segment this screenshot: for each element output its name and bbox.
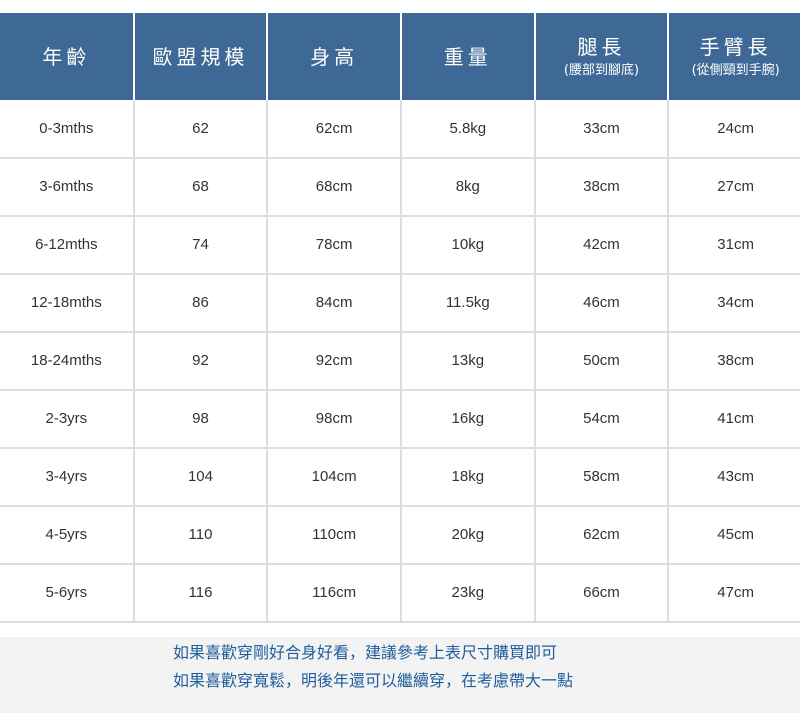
table-cell: 86 — [132, 274, 268, 333]
column-header-label: 重量 — [443, 44, 492, 69]
column-header-sublabel: (從側頸到手腕) — [691, 62, 780, 78]
table-cell: 116cm — [266, 564, 401, 623]
table-cell: 62cm — [266, 100, 401, 159]
column-header: 年齡 — [0, 13, 134, 100]
table-cell: 2-3yrs — [0, 390, 134, 449]
table-cell: 47cm — [667, 564, 800, 623]
column-header-label: 歐盟規模 — [152, 44, 249, 69]
table-cell: 34cm — [667, 274, 800, 333]
table-cell: 13kg — [399, 332, 535, 391]
table-cell: 5-6yrs — [0, 564, 134, 623]
table-header-row: 年齡 歐盟規模 身高 重量 腿長 (腰部到腳底) 手臂長 (從側頸到手腕) — [0, 13, 800, 100]
column-header: 歐盟規模 — [132, 13, 268, 100]
table-cell: 24cm — [667, 100, 800, 159]
table-cell: 110cm — [266, 506, 401, 565]
table-cell: 41cm — [667, 390, 800, 449]
table-cell: 18kg — [399, 448, 535, 507]
table-cell: 8kg — [399, 158, 535, 217]
table-cell: 6-12mths — [0, 216, 134, 275]
table-cell: 74 — [132, 216, 268, 275]
table-cell: 20kg — [399, 506, 535, 565]
table-cell: 54cm — [533, 390, 669, 449]
table-cell: 42cm — [533, 216, 669, 275]
table-cell: 98cm — [266, 390, 401, 449]
table-cell: 98 — [132, 390, 268, 449]
table-cell: 92cm — [266, 332, 401, 391]
table-cell: 78cm — [266, 216, 401, 275]
column-header-label: 手臂長 — [699, 34, 772, 59]
table-cell: 46cm — [533, 274, 669, 333]
table-cell: 66cm — [533, 564, 669, 623]
column-header-label: 腿長 — [577, 34, 626, 59]
column-header-label: 年齡 — [42, 44, 91, 69]
table-row: 12-18mths 86 84cm 11.5kg 46cm 34cm — [0, 274, 800, 333]
table-row: 0-3mths 62 62cm 5.8kg 33cm 24cm — [0, 100, 800, 159]
table-row: 3-4yrs 104 104cm 18kg 58cm 43cm — [0, 448, 800, 507]
table-cell: 84cm — [266, 274, 401, 333]
size-chart-table: 年齡 歐盟規模 身高 重量 腿長 (腰部到腳底) 手臂長 (從側頸到手腕) 0-3mths 62… — [0, 13, 800, 623]
table-cell: 50cm — [533, 332, 669, 391]
table-row: 6-12mths 74 78cm 10kg 42cm 31cm — [0, 216, 800, 275]
column-header-label: 身高 — [310, 44, 359, 69]
table-row: 5-6yrs 116 116cm 23kg 66cm 47cm — [0, 564, 800, 623]
column-header: 腿長 (腰部到腳底) — [533, 13, 669, 100]
table-cell: 31cm — [667, 216, 800, 275]
table-row: 3-6mths 68 68cm 8kg 38cm 27cm — [0, 158, 800, 217]
table-cell: 16kg — [399, 390, 535, 449]
footer-line-1: 如果喜歡穿剛好合身好看，建議參考上表尺寸購買即可 — [173, 643, 558, 662]
table-cell: 0-3mths — [0, 100, 134, 159]
table-cell: 38cm — [667, 332, 800, 391]
table-cell: 10kg — [399, 216, 535, 275]
table-cell: 33cm — [533, 100, 669, 159]
column-header: 身高 — [266, 13, 401, 100]
table-cell: 11.5kg — [399, 274, 535, 333]
table-cell: 23kg — [399, 564, 535, 623]
table-cell: 3-4yrs — [0, 448, 134, 507]
table-cell: 110 — [132, 506, 268, 565]
table-row: 2-3yrs 98 98cm 16kg 54cm 41cm — [0, 390, 800, 449]
column-header: 重量 — [399, 13, 535, 100]
footer-note: 如果喜歡穿剛好合身好看，建議參考上表尺寸購買即可 如果喜歡穿寬鬆，明後年還可以繼… — [0, 637, 800, 713]
table-cell: 12-18mths — [0, 274, 134, 333]
table-cell: 38cm — [533, 158, 669, 217]
footer-line-2: 如果喜歡穿寬鬆，明後年還可以繼續穿，在考慮帶大一點 — [173, 671, 574, 690]
column-header-sublabel: (腰部到腳底) — [563, 62, 640, 78]
table-cell: 92 — [132, 332, 268, 391]
table-cell: 104cm — [266, 448, 401, 507]
table-cell: 27cm — [667, 158, 800, 217]
table-cell: 62cm — [533, 506, 669, 565]
table-row: 18-24mths 92 92cm 13kg 50cm 38cm — [0, 332, 800, 391]
column-header: 手臂長 (從側頸到手腕) — [667, 13, 800, 100]
table-cell: 4-5yrs — [0, 506, 134, 565]
table-row: 4-5yrs 110 110cm 20kg 62cm 45cm — [0, 506, 800, 565]
table-cell: 58cm — [533, 448, 669, 507]
table-cell: 45cm — [667, 506, 800, 565]
table-cell: 62 — [132, 100, 268, 159]
table-cell: 104 — [132, 448, 268, 507]
table-cell: 3-6mths — [0, 158, 134, 217]
table-cell: 68 — [132, 158, 268, 217]
table-container: 年齡 歐盟規模 身高 重量 腿長 (腰部到腳底) 手臂長 (從側頸到手腕) 0-3mths 62… — [0, 13, 800, 623]
table-cell: 18-24mths — [0, 332, 134, 391]
table-cell: 68cm — [266, 158, 401, 217]
table-cell: 43cm — [667, 448, 800, 507]
table-cell: 5.8kg — [399, 100, 535, 159]
table-cell: 116 — [132, 564, 268, 623]
